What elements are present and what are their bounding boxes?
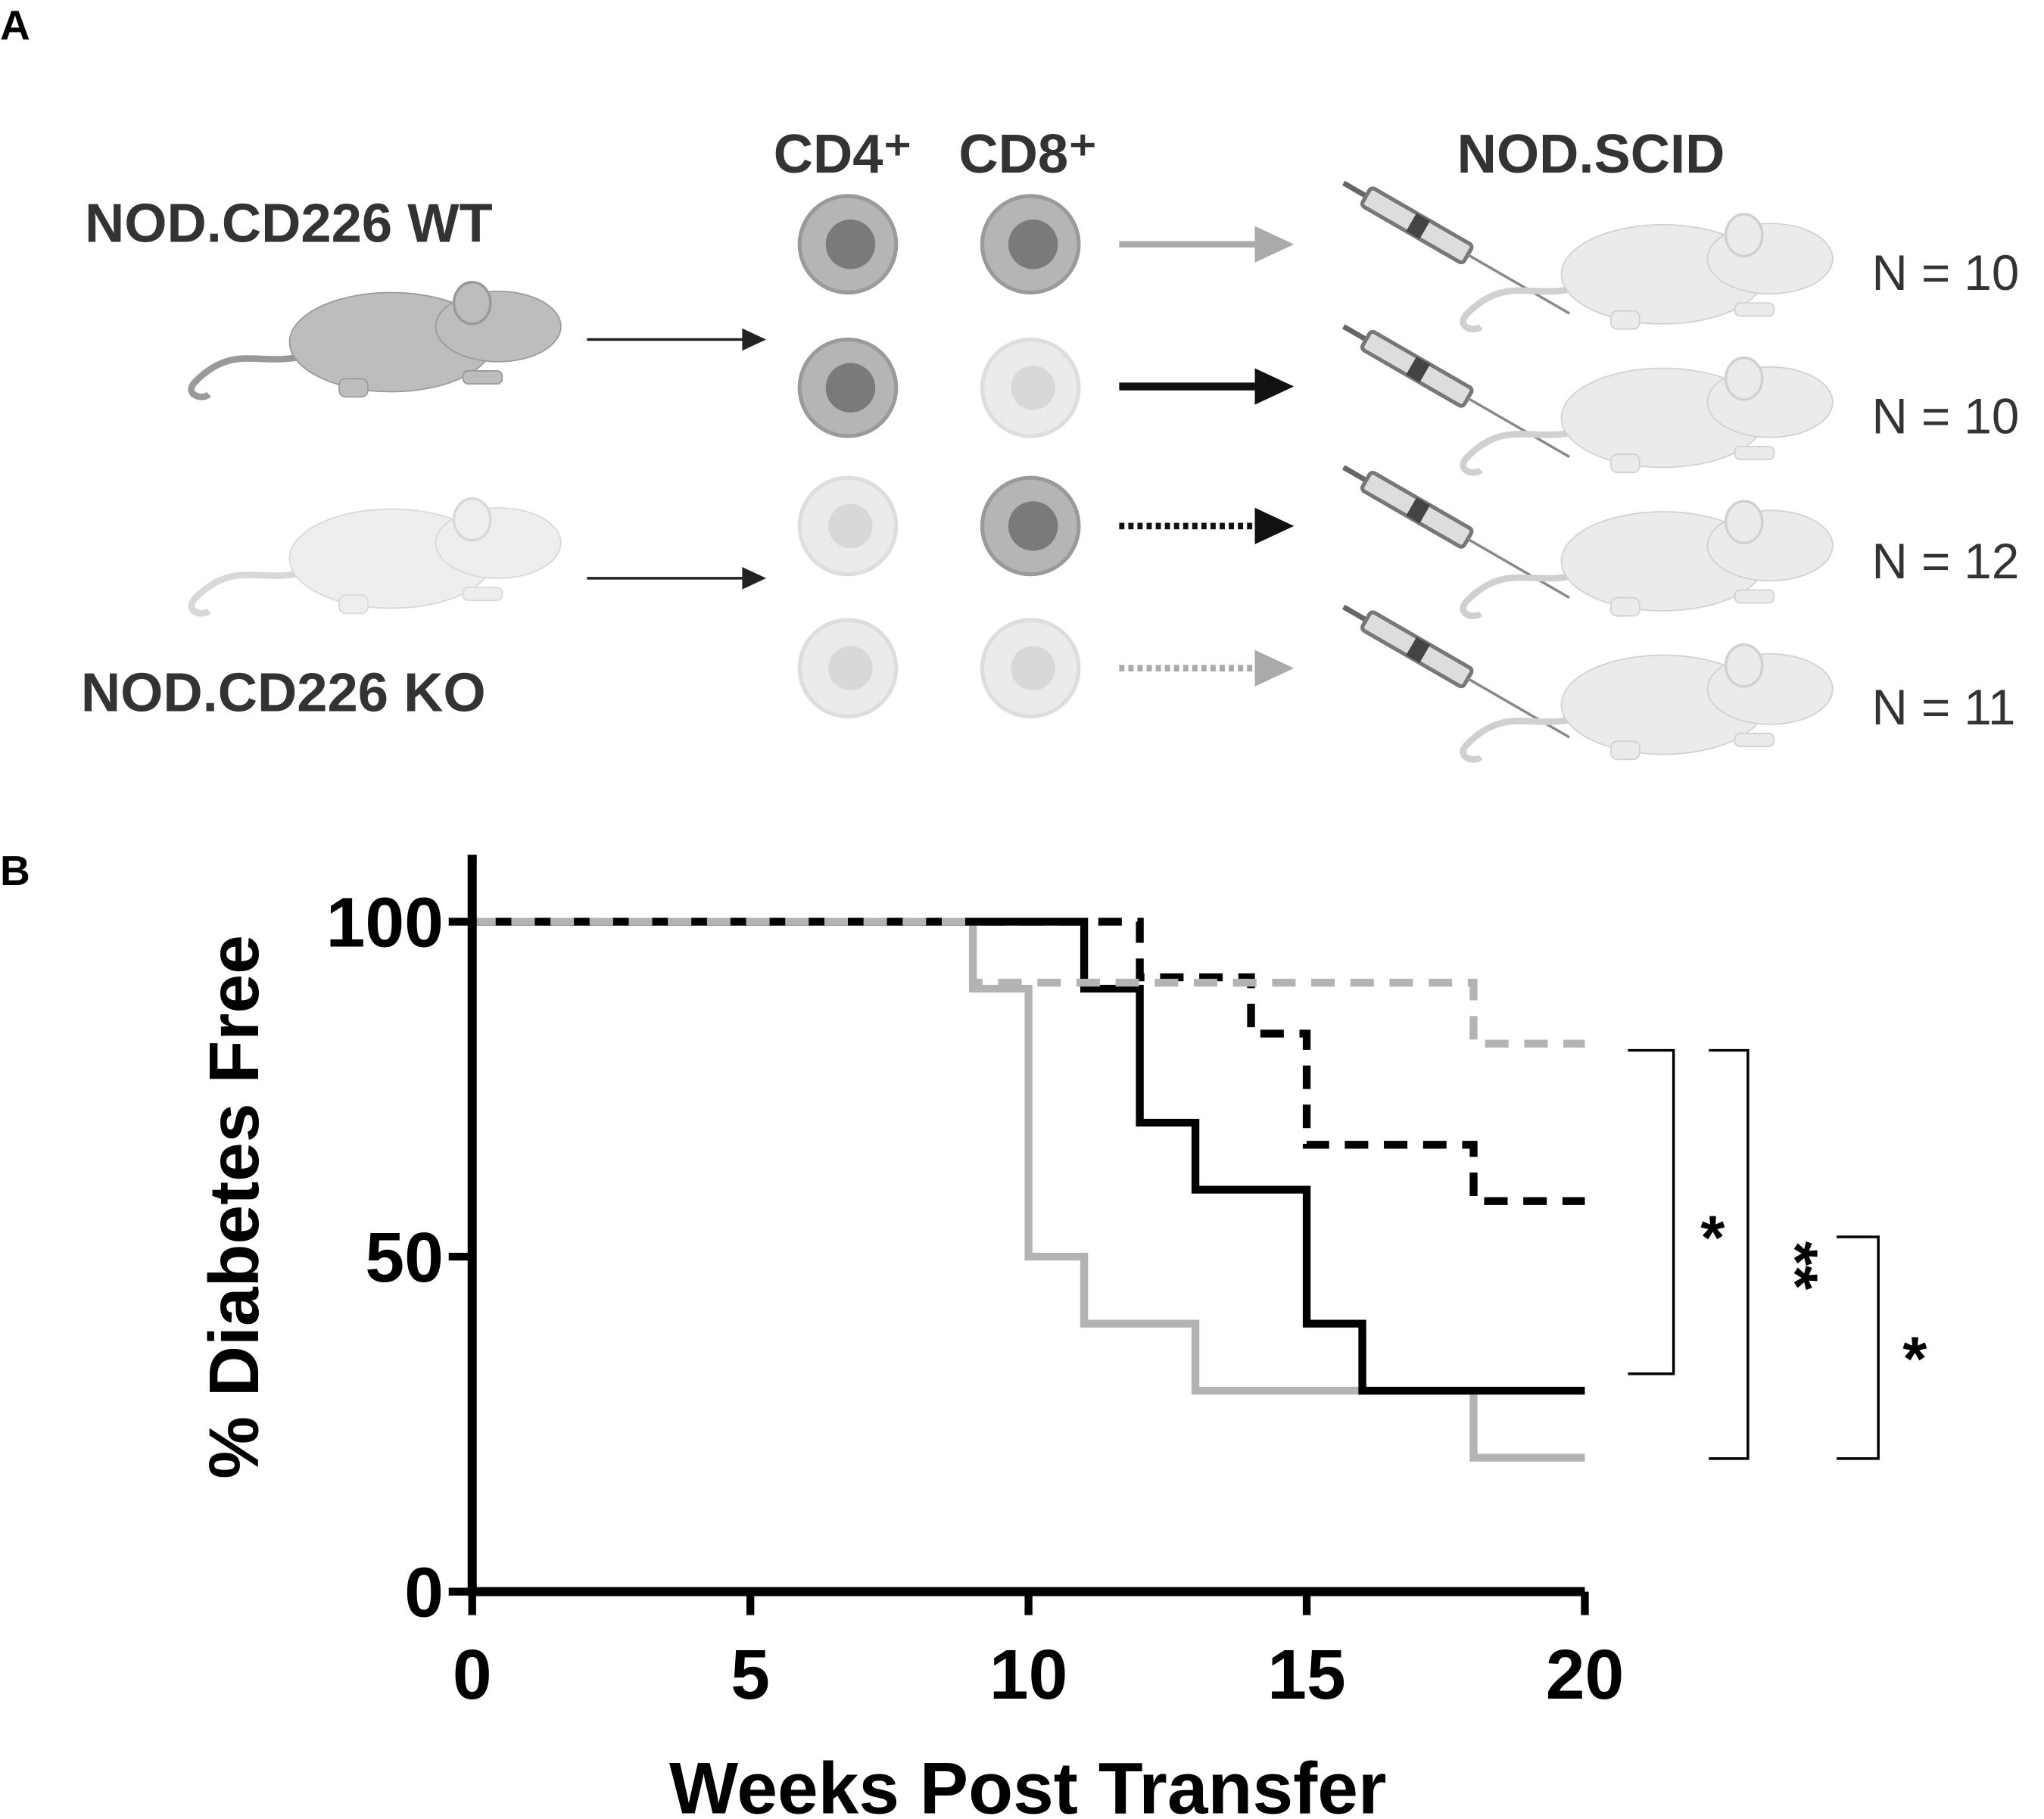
x-axis-title: Weeks Post Transfer [669,1749,1386,1819]
significance: * [1700,1202,1725,1272]
significance: ** [1760,1241,1831,1291]
group-size: N = 10 [1872,389,2020,444]
y-tick-label: 50 [365,1218,443,1297]
donor-label: NOD.CD226 KO [81,662,486,724]
donor-mouse [192,499,561,614]
significance: * [1902,1324,1927,1394]
x-tick-label: 20 [1546,1635,1624,1714]
recipient-mouse [1463,501,1833,616]
recipient-label: NOD.SCID [1457,123,1725,185]
arrows [587,328,767,590]
group-size: N = 11 [1872,680,2016,735]
x-tick-label: 5 [731,1635,770,1714]
group-arrows [1119,226,1295,687]
x-tick-label: 0 [453,1635,492,1714]
syringe [1338,174,1575,322]
cells [797,194,1081,719]
recipients [1338,174,1833,760]
survival-curve [472,917,1585,1205]
cell-label: CD8⁺ [958,123,1097,185]
donor-mouse [192,282,561,397]
y-tick-label: 0 [404,1553,444,1631]
panel-label: A [0,2,30,48]
y-axis-title: % Diabetes Free [195,935,273,1479]
group-size: N = 12 [1872,534,2020,589]
cell-label: CD4⁺ [774,123,912,185]
recipient-mouse [1463,358,1833,473]
y-tick-label: 100 [326,883,444,961]
syringe [1338,458,1575,606]
panel-label: B [0,847,30,894]
survival-curve [472,917,1585,1048]
significance-brackets [1628,1048,1880,1460]
recipient-mouse [1463,214,1833,329]
recipient-mouse [1463,645,1833,760]
x-tick-label: 10 [989,1635,1067,1714]
group-size: N = 10 [1872,245,2020,301]
donor-label: NOD.CD226 WT [85,192,493,254]
survival-curve [472,917,1585,1395]
survival-curve [472,917,1585,1462]
x-tick-label: 15 [1267,1635,1345,1714]
syringe [1338,317,1575,466]
